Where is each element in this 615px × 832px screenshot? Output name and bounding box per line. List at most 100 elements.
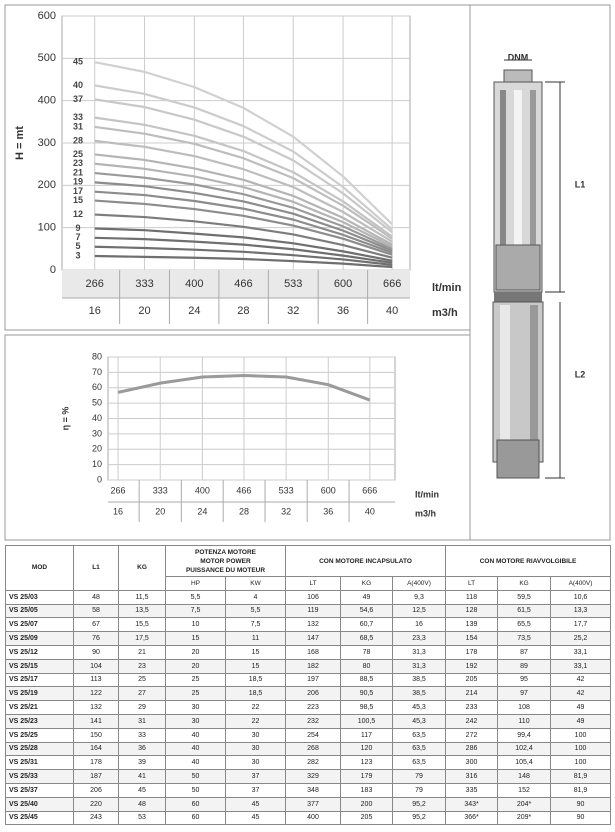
cell: 209*	[497, 810, 552, 826]
cell: 164	[73, 741, 119, 757]
cell: 40	[165, 727, 226, 743]
cell: 20	[165, 644, 226, 660]
curve	[94, 116, 393, 238]
cell: 147	[285, 631, 341, 646]
subheader-cell: HP	[165, 576, 226, 591]
curve-label: 3	[75, 250, 80, 260]
cell: VS 25/25	[5, 727, 74, 743]
curve-label: 25	[73, 149, 83, 159]
cell: 53	[118, 810, 166, 826]
cell: 23	[118, 658, 166, 674]
cell: 286	[445, 741, 499, 757]
curve	[94, 199, 393, 256]
cell: 268	[285, 741, 341, 757]
x2-axis-label: m3/h	[432, 307, 458, 319]
cell: 16	[391, 617, 447, 633]
x-tick-label: 600	[334, 278, 352, 290]
cell: 316	[445, 769, 499, 784]
curve-label: 33	[73, 112, 83, 122]
cell: 22	[225, 700, 286, 715]
cell: 100,5	[340, 713, 393, 729]
cell: 30	[225, 741, 286, 757]
x-tick-label: 533	[284, 278, 302, 290]
cell: 106	[285, 589, 341, 605]
data-row: VS 25/33 187 41 50 37 329 179 79 316 148 81,9	[5, 769, 612, 784]
curve	[94, 153, 393, 246]
header-line: PUISSANCE DU MOTEUR	[185, 566, 266, 574]
cell: 33,1	[550, 658, 612, 674]
cell: 87	[497, 644, 552, 660]
cell: 118	[445, 589, 499, 605]
curve-label: 37	[73, 94, 83, 104]
cell: 232	[285, 713, 341, 729]
y-tick-label: 70	[92, 367, 102, 377]
cell: 42	[550, 686, 612, 702]
cell: 15	[225, 658, 286, 674]
subheader-cell: KG	[497, 576, 552, 591]
cell: 150	[73, 727, 119, 743]
cell: 18,5	[225, 686, 286, 702]
cell: 348	[285, 782, 341, 798]
cell: 108	[497, 700, 552, 715]
data-row: VS 25/28 164 36 40 30 268 120 63,5 286 102,4 100	[5, 741, 612, 757]
cell: 25	[165, 686, 226, 702]
cell: 206	[285, 686, 341, 702]
x2-tick-label: 40	[386, 305, 398, 317]
cell: 15,5	[118, 617, 166, 633]
curve	[94, 245, 393, 267]
x2-tick-label: 36	[323, 506, 333, 516]
curve	[94, 125, 393, 240]
x-tick-label: 600	[321, 485, 336, 495]
cell: 50	[165, 769, 226, 784]
cell: VS 25/15	[5, 658, 74, 674]
subheader-cell: LT	[445, 576, 499, 591]
header-cell: KG	[118, 545, 166, 591]
data-row: VS 25/21 132 29 30 22 223 98,5 45,3 233 108 49	[5, 700, 612, 715]
data-row: VS 25/15 104 23 20 15 182 80 31,3 192 89 33,1	[5, 658, 612, 674]
curve-label: 12	[73, 209, 83, 219]
cell: 73,5	[497, 631, 552, 646]
cell: 29	[118, 700, 166, 715]
x-tick-label: 266	[111, 485, 126, 495]
pump-drawing	[492, 59, 565, 479]
curve	[94, 84, 393, 231]
x2-tick-label: 24	[197, 506, 207, 516]
cell: 152	[497, 782, 552, 798]
data-row: VS 25/07 67 15,5 10 7,5 132 60,7 16 139 65,5 17,7	[5, 617, 612, 633]
curve	[94, 139, 393, 243]
cell: 99,4	[497, 727, 552, 743]
cell: 100	[550, 727, 612, 743]
cell: 90	[550, 810, 612, 826]
x-tick-label: 533	[279, 485, 294, 495]
curve-label: 23	[73, 158, 83, 168]
curve	[94, 236, 393, 264]
curve	[94, 181, 393, 252]
x-tick-label: 333	[135, 278, 153, 290]
curve	[94, 227, 393, 262]
x2-axis-label: m3/h	[415, 508, 436, 518]
cell: 63,5	[391, 741, 447, 757]
cell: 25	[165, 672, 226, 688]
cell: 335	[445, 782, 499, 798]
y-tick-label: 500	[38, 52, 56, 64]
cell: 45	[225, 810, 286, 826]
cell: 141	[73, 713, 119, 729]
cell: 117	[340, 727, 393, 743]
y-tick-label: 50	[92, 398, 102, 408]
cell: 97	[497, 686, 552, 702]
cell: 59,5	[497, 589, 552, 605]
cell: 120	[340, 741, 393, 757]
data-row: VS 25/19 122 27 25 18,5 206 90,5 38,5 214 97 42	[5, 686, 612, 702]
y-tick-label: 600	[38, 10, 56, 22]
curve-label: 31	[73, 121, 83, 131]
curve-label: 7	[75, 232, 80, 242]
cell: 154	[445, 631, 499, 646]
cell: 40	[165, 741, 226, 757]
header-cell: CON MOTORE INCAPSULATO	[284, 545, 447, 577]
data-row: VS 25/03 48 11,5 5,5 4 106 49 9,3 118 59,5 10,6	[5, 589, 612, 605]
cell: 329	[285, 769, 341, 784]
subheader-cell: A(400V)	[391, 576, 447, 591]
header-row: MOD L1 KG POTENZA MOTORE MOTOR POWER PUISSANC…	[5, 545, 612, 591]
data-row: VS 25/23 141 31 30 22 232 100,5 45,3 242 110 49	[5, 713, 612, 729]
subheader-row: HP KW LT KG A(400V) LT KG A(400V)	[6, 576, 612, 591]
